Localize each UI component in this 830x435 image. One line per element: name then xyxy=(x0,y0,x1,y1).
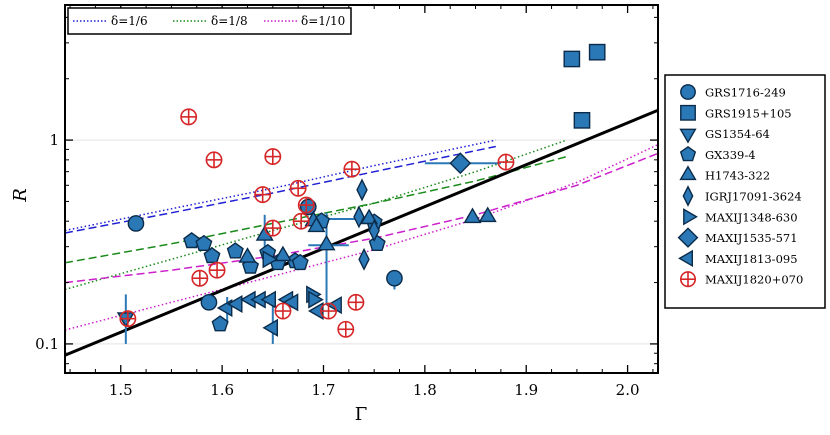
point-grs1915-105-2 xyxy=(573,111,591,129)
point-gx339-4-0 xyxy=(183,232,201,249)
data-points xyxy=(116,43,606,338)
x-tick-label-5: 2.0 xyxy=(616,381,640,399)
point-maxij1820-070-15 xyxy=(347,293,365,311)
curve-legend-box xyxy=(67,7,352,35)
point-maxij1820-070-3 xyxy=(205,151,223,169)
legend-label-grs1915-105: GRS1915+105 xyxy=(705,106,792,120)
point-gx339-4-1 xyxy=(195,234,213,252)
point-grs1716-249-3 xyxy=(386,269,403,287)
point-h1743-322-7 xyxy=(463,207,482,224)
point-h1743-322-2 xyxy=(273,245,292,262)
legend-marker-grs1716-249 xyxy=(680,84,696,100)
legend-marker-maxij1348-630 xyxy=(683,208,698,226)
point-h1743-322-0 xyxy=(238,247,257,263)
point-igrj17091-3624-0 xyxy=(353,205,365,229)
point-gx339-4-2 xyxy=(203,247,221,264)
x-tick-label-4: 1.9 xyxy=(514,381,538,399)
point-grs1716-249-1 xyxy=(200,293,218,311)
grid-lines xyxy=(65,139,658,345)
point-maxij1820-070-8 xyxy=(274,302,292,320)
point-maxij1348-630-2 xyxy=(308,290,324,309)
point-h1743-322-4 xyxy=(307,216,326,233)
point-maxij1820-070-5 xyxy=(254,186,272,204)
point-gs1354-64-0 xyxy=(116,312,135,328)
axis-ticks xyxy=(65,5,658,373)
legend-label-gx339-4: GX339-4 xyxy=(705,148,756,162)
legend-label-maxij1348-630: MAXIJ1348-630 xyxy=(705,210,798,224)
point-maxij1813-095-5 xyxy=(262,318,278,337)
point-maxij1535-571-0 xyxy=(449,152,472,175)
point-maxij1820-070-1 xyxy=(180,108,198,126)
plot-frame xyxy=(64,4,659,374)
fit-line xyxy=(65,108,658,357)
point-maxij1820-070-6 xyxy=(264,148,282,166)
point-igrj17091-3624-1 xyxy=(356,178,368,202)
y-tick-label-0: 0.1 xyxy=(35,335,59,353)
legend-label-maxij1820-070: MAXIJ1820+070 xyxy=(705,273,803,287)
legend-marker-gs1354-64 xyxy=(679,128,697,144)
model-curve-3 xyxy=(65,155,567,264)
curve-legend: δ=1/6 δ=1/8 δ=1/10 xyxy=(67,7,352,35)
legend-label-igrj17091-3624: IGRJ17091-3624 xyxy=(705,190,802,204)
point-igrj17091-3624-2 xyxy=(358,247,370,271)
model-curve-4 xyxy=(65,143,658,331)
legend-label-delta-10: δ=1/10 xyxy=(301,14,345,28)
point-grs1716-249-0 xyxy=(127,215,145,232)
point-maxij1820-070-9 xyxy=(289,179,307,197)
legend-marker-igrj17091-3624 xyxy=(682,185,694,207)
legend-label-delta-8: δ=1/8 xyxy=(211,14,248,28)
point-maxij1820-070-16 xyxy=(497,153,515,171)
legend-label-maxij1813-095: MAXIJ1813-095 xyxy=(705,252,798,266)
point-igrj17091-3624-3 xyxy=(368,219,380,242)
fit-line-group xyxy=(65,108,658,357)
point-gx339-4-3 xyxy=(211,315,229,332)
point-maxij1820-070-4 xyxy=(208,261,226,279)
y-tick-label-1: 1 xyxy=(49,131,59,149)
point-maxij1820-070-13 xyxy=(337,320,355,338)
legend-marker-grs1915-105 xyxy=(680,104,696,121)
legend-marker-gx339-4 xyxy=(679,145,697,162)
x-tick-label-1: 1.6 xyxy=(210,381,234,399)
legend-label-grs1716-249: GRS1716-249 xyxy=(705,86,786,100)
point-gx339-4-4 xyxy=(226,242,244,259)
x-tick-label-2: 1.7 xyxy=(312,381,336,399)
x-tick-label-3: 1.8 xyxy=(413,381,437,399)
point-maxij1820-070-7 xyxy=(264,219,282,237)
point-grs1915-105-0 xyxy=(563,50,581,68)
point-h1743-322-8 xyxy=(478,206,497,223)
point-maxij1348-630-0 xyxy=(262,250,279,269)
legend-marker-h1743-322 xyxy=(679,165,697,181)
point-h1743-322-5 xyxy=(317,234,336,251)
point-grs1915-105-1 xyxy=(588,43,606,61)
source-legend: GRS1716-249 GRS1915+105 GS1354-64 GX339-4 H1… xyxy=(664,74,826,309)
legend-label-h1743-322: H1743-322 xyxy=(705,169,770,183)
point-maxij1820-070-12 xyxy=(320,302,338,320)
legend-marker-maxij1535-571 xyxy=(677,227,699,248)
y-axis-title: R xyxy=(10,188,31,203)
point-h1743-322-6 xyxy=(360,208,379,225)
point-maxij1813-095-1 xyxy=(226,294,243,314)
point-maxij1820-070-10 xyxy=(292,212,310,230)
tick-labels: 1.5 1.6 1.7 1.8 1.9 2.0 0.1 1 xyxy=(35,131,639,399)
x-tick-label-0: 1.5 xyxy=(109,381,133,399)
point-maxij1813-095-7 xyxy=(282,293,299,312)
point-h1743-322-1 xyxy=(255,225,274,241)
x-axis-title: Γ xyxy=(355,404,368,425)
point-maxij1820-070-11 xyxy=(297,196,315,214)
point-maxij1820-070-14 xyxy=(343,160,361,178)
legend-label-gs1354-64: GS1354-64 xyxy=(705,127,770,141)
point-maxij1813-095-4 xyxy=(260,290,276,309)
legend-marker-maxij1813-095 xyxy=(678,249,693,268)
point-gx339-4-9 xyxy=(291,253,309,271)
legend-label-maxij1535-571: MAXIJ1535-571 xyxy=(705,231,798,245)
legend-label-delta-6: δ=1/6 xyxy=(111,14,148,28)
point-maxij1820-070-2 xyxy=(191,269,209,287)
point-maxij1820-070-0 xyxy=(119,310,137,328)
legend-marker-maxij1820-070 xyxy=(679,271,697,288)
